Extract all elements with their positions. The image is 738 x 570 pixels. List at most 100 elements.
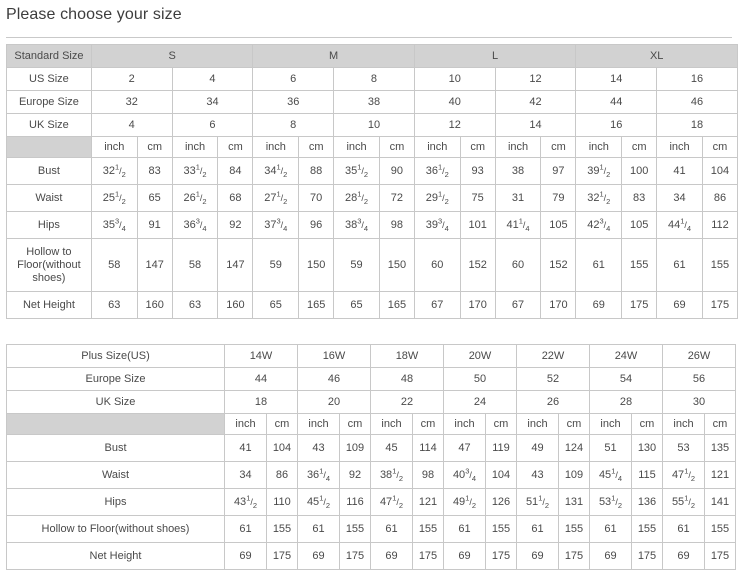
table-cell-inch: 65 xyxy=(252,291,300,319)
row-label-standard-size: Standard Size xyxy=(6,44,92,68)
table-cell-inch: 61 xyxy=(656,238,703,292)
table-cell-inch: 63 xyxy=(90,291,138,319)
table-cell-inch: 61 xyxy=(589,515,632,543)
table-cell-cm: 175 xyxy=(621,291,658,319)
table-cell-inch: 431/2 xyxy=(224,488,267,516)
table-cell-value: 8 xyxy=(252,113,335,137)
table-cell-value: 12 xyxy=(494,67,577,91)
table-cell-inch: 363/4 xyxy=(171,211,219,239)
table-row: Net Height 69 175 69 175 69 175 69 175 69 175 69 175… xyxy=(6,542,736,570)
table-cell-cm: 112 xyxy=(701,211,738,239)
table-cell-inch: 69 xyxy=(297,542,340,570)
table-cell-inch: 361/4 xyxy=(297,461,340,489)
table-cell-value: 20 xyxy=(297,390,371,414)
unit-label-cm: cm xyxy=(540,136,577,158)
table-cell-inch: 69 xyxy=(224,542,267,570)
unit-label-inch: inch xyxy=(333,136,380,158)
table-cell-cm: 175 xyxy=(558,542,590,570)
table-row: US Size 2 4 6 8 10 12 14 16 xyxy=(6,67,738,91)
row-label: UK Size xyxy=(6,390,225,414)
table-cell-inch: 47 xyxy=(443,434,486,462)
table-cell-inch: 381/2 xyxy=(370,461,413,489)
table-cell-cm: 131 xyxy=(558,488,590,516)
row-label: Europe Size xyxy=(6,90,92,114)
table-cell-value: 26 xyxy=(516,390,590,414)
table-cell-inch: 63 xyxy=(171,291,219,319)
table-row: Europe Size 32 34 36 38 40 42 44 46 xyxy=(6,90,738,114)
table-cell-inch: 41 xyxy=(224,434,267,462)
unit-label-inch: inch xyxy=(589,413,632,435)
unit-label-inch: inch xyxy=(90,136,138,158)
table-cell-value: 36 xyxy=(252,90,335,114)
table-cell-cm: 70 xyxy=(298,184,335,212)
table-cell-value: 54 xyxy=(589,367,663,391)
table-cell-value: 22 xyxy=(370,390,444,414)
table-cell-cm: 160 xyxy=(136,291,173,319)
unit-label-cm: cm xyxy=(136,136,173,158)
table-row: Waist 34 86 361/4 92 381/2 98 403/4 104 43 109 451/… xyxy=(6,461,736,489)
table-row: Plus Size(US) 14W 16W 18W 20W 22W 24W 26W xyxy=(6,344,736,368)
page-title: Please choose your size xyxy=(6,6,182,23)
table-row: Waist 251/2 65 261/2 68 271/2 70 281/2 72 291/2 75… xyxy=(6,184,738,212)
unit-label-inch: inch xyxy=(575,136,623,158)
table-cell-value: 18W xyxy=(370,344,444,368)
table-cell-value: 16W xyxy=(297,344,371,368)
unit-label-cm: cm xyxy=(339,413,371,435)
table-cell-cm: 97 xyxy=(540,157,577,185)
row-label: Bust xyxy=(6,157,92,185)
table-cell-cm: 147 xyxy=(217,238,254,292)
table-cell-value: 14 xyxy=(494,113,577,137)
table-cell-inch: 58 xyxy=(90,238,138,292)
table-cell-inch: 65 xyxy=(333,291,380,319)
table-cell-inch: 43 xyxy=(297,434,340,462)
table-cell-cm: 98 xyxy=(412,461,444,489)
table-cell-cm: 91 xyxy=(136,211,173,239)
table-cell-cm: 121 xyxy=(704,461,736,489)
table-cell-cm: 104 xyxy=(266,434,298,462)
table-cell-inch: 61 xyxy=(370,515,413,543)
table-cell-cm: 98 xyxy=(378,211,415,239)
table-cell-inch: 59 xyxy=(252,238,300,292)
row-label: Waist xyxy=(6,184,92,212)
row-label: Plus Size(US) xyxy=(6,344,225,368)
table-cell-cm: 75 xyxy=(459,184,496,212)
table-cell-inch: 61 xyxy=(224,515,267,543)
table-cell-inch: 291/2 xyxy=(413,184,461,212)
row-label: Hollow to Floor(without shoes) xyxy=(6,238,92,292)
table-cell-cm: 152 xyxy=(540,238,577,292)
table-cell-inch: 411/4 xyxy=(494,211,542,239)
table-cell-value: 10 xyxy=(413,67,496,91)
table-cell-cm: 175 xyxy=(412,542,444,570)
table-cell-cm: 68 xyxy=(217,184,254,212)
table-row: Bust 321/2 83 331/2 84 341/2 88 351/2 90 361/2 93 3… xyxy=(6,157,738,185)
table-cell-inch: 373/4 xyxy=(252,211,300,239)
table-cell-inch: 353/4 xyxy=(90,211,138,239)
title-divider xyxy=(6,37,732,38)
table-cell-cm: 175 xyxy=(339,542,371,570)
table-cell-inch: 281/2 xyxy=(333,184,380,212)
unit-label-inch: inch xyxy=(662,413,705,435)
table-cell-value: 6 xyxy=(171,113,254,137)
table-cell-value: 38 xyxy=(333,90,415,114)
table-cell-cm: 100 xyxy=(621,157,658,185)
table-cell-cm: 155 xyxy=(558,515,590,543)
unit-label-inch: inch xyxy=(494,136,542,158)
unit-label-inch: inch xyxy=(252,136,300,158)
table-cell-value: 8 xyxy=(333,67,415,91)
table-cell-inch: 491/2 xyxy=(443,488,486,516)
table-row: UK Size 18 20 22 24 26 28 30 xyxy=(6,390,736,414)
table-cell-cm: 92 xyxy=(217,211,254,239)
table-cell-cm: 165 xyxy=(298,291,335,319)
table-cell-value: 48 xyxy=(370,367,444,391)
table-cell-value: 18 xyxy=(656,113,738,137)
table-row: Bust 41 104 43 109 45 114 47 119 49 124 51 130 53 135 xyxy=(6,434,736,462)
table-cell-value: 14 xyxy=(575,67,658,91)
table-cell-value: 30 xyxy=(662,390,736,414)
table-cell-inch: 321/2 xyxy=(575,184,623,212)
table-cell-value: 20W xyxy=(443,344,517,368)
table-cell-value: 24 xyxy=(443,390,517,414)
table-cell-inch: 49 xyxy=(516,434,559,462)
table-cell-value: 16 xyxy=(575,113,658,137)
table-row: Hips 431/2 110 451/2 116 471/2 121 491/2 126 511/… xyxy=(6,488,736,516)
unit-row-blank-label xyxy=(6,136,92,158)
